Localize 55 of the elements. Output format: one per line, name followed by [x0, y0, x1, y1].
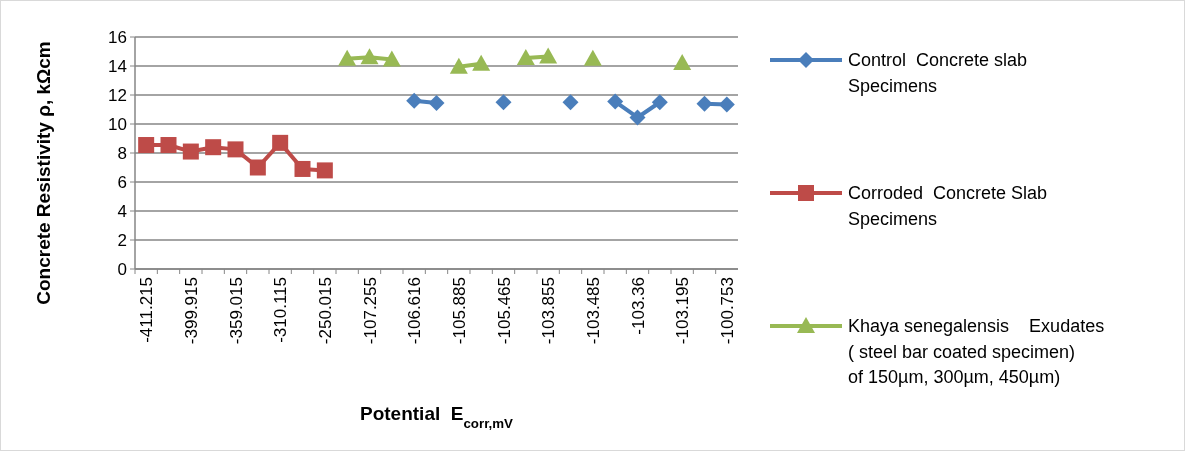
point	[539, 47, 558, 64]
x-tick-label: -359.015	[226, 277, 246, 345]
x-tick-label: -310.115	[271, 277, 291, 343]
x-tick-label: -103.485	[583, 277, 603, 345]
point	[138, 137, 155, 154]
point	[629, 109, 646, 126]
y-tick-label: 0	[117, 259, 127, 279]
x-tick-label: -106.616	[405, 277, 425, 345]
point	[338, 49, 357, 66]
point	[449, 57, 468, 74]
x-tick-label: -411.215	[137, 277, 157, 343]
y-tick-label: 14	[108, 56, 127, 76]
point	[160, 137, 177, 154]
point	[294, 160, 311, 177]
point	[406, 92, 423, 109]
point	[607, 93, 624, 110]
point	[495, 94, 512, 111]
legend-label: Khaya senegalensis Exudates ( steel bar coated specimen) of 150µm, 300µm, 450µm)	[848, 316, 1105, 387]
legend-label: Corroded Concrete Slab Specimens	[848, 183, 1048, 229]
y-tick-label: 10	[108, 114, 127, 134]
point	[428, 94, 445, 111]
x-tick-label: -107.255	[360, 277, 380, 345]
point	[718, 96, 735, 113]
x-tick-label: -105.465	[494, 277, 514, 345]
x-tick-label: -103.195	[673, 277, 693, 345]
point	[562, 94, 579, 111]
y-tick-label: 8	[117, 143, 127, 163]
y-tick-label: 4	[117, 201, 127, 221]
x-tick-label: -105.885	[449, 277, 469, 345]
point	[696, 95, 713, 112]
x-tick-label: -250.015	[315, 277, 335, 345]
x-tick-label: -399.915	[181, 277, 201, 345]
x-axis-title: Potential E$_{corr,mV}$	[360, 403, 514, 431]
y-tick-label: 2	[117, 230, 127, 250]
x-tick-label: -103.36	[628, 277, 648, 335]
point	[272, 134, 289, 151]
y-axis-title: Concrete Resistivity ρ, kΩcm	[33, 41, 54, 305]
point	[360, 48, 379, 65]
point	[316, 162, 333, 179]
point	[382, 50, 401, 67]
point	[227, 141, 244, 158]
point	[516, 49, 535, 66]
point	[673, 54, 692, 71]
y-tick-label: 12	[108, 85, 127, 105]
point	[472, 54, 491, 71]
point	[583, 49, 602, 66]
point	[182, 143, 199, 160]
x-tick-label: -100.753	[717, 277, 737, 345]
point	[651, 94, 668, 111]
y-tick-label: 16	[108, 27, 127, 47]
point	[249, 159, 266, 176]
point	[205, 139, 222, 156]
x-tick-label: -103.855	[539, 277, 559, 345]
legend-label: Control Concrete slab Specimens	[848, 50, 1028, 96]
y-tick-label: 6	[117, 172, 127, 192]
